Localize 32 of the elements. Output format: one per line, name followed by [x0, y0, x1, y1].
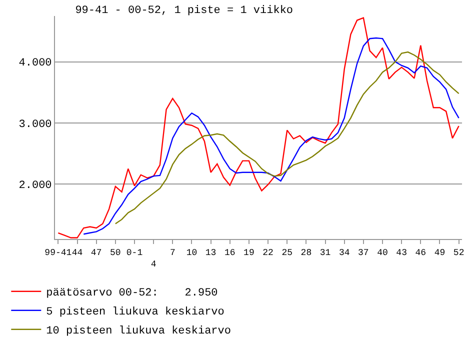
x-tick-label: 13	[205, 248, 216, 258]
x-tick-label: 31	[320, 248, 331, 258]
x-tick-label: 22	[262, 248, 274, 258]
x-tick-label: 19	[244, 248, 254, 258]
x-tick-label: 34	[338, 248, 350, 258]
x-tick-label: 10	[186, 248, 198, 258]
x-tick-label: 47	[90, 248, 102, 258]
line-series	[58, 17, 460, 238]
x-tick-label: 7	[170, 248, 176, 258]
x-tick-label: 49	[434, 248, 446, 258]
x-tick-label: 99-41	[44, 248, 72, 258]
legend-label: 5 pisteen liukuva keskiarvo	[46, 306, 224, 319]
y-tick-label: 2.000	[18, 180, 52, 192]
x-tick-label: 4	[150, 260, 156, 270]
y-tick-label: 4.000	[18, 58, 52, 70]
y-tick-label: 3.000	[18, 118, 52, 131]
line-series	[114, 51, 460, 224]
x-tick-label: 16	[224, 248, 236, 258]
legend-label: päätösarvo 00-52: 2.950	[46, 288, 218, 300]
x-tick-label: 25	[282, 248, 293, 258]
legend-label: 10 pisteen liukuva keskiarvo	[46, 326, 232, 338]
x-tick-label: 43	[396, 248, 407, 258]
x-tick-label: 40	[377, 248, 388, 258]
x-tick-label: 46	[415, 248, 426, 258]
x-tick-label: 50	[110, 248, 121, 258]
x-tick-label: 52	[453, 248, 464, 258]
x-tick-label: 44	[72, 248, 83, 258]
line-series	[83, 37, 460, 235]
x-tick-label: 0-1	[126, 248, 143, 258]
x-tick-label: 28	[300, 248, 312, 258]
x-tick-label: 37	[358, 248, 369, 258]
chart-title: 99-41 - 00-52, 1 piste = 1 viikko	[75, 4, 294, 17]
